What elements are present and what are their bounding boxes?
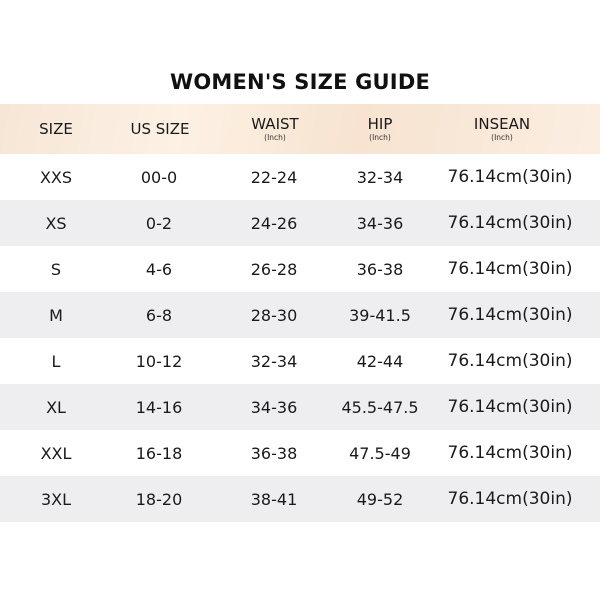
cell-hip: 39-41.5 [349, 305, 411, 325]
cell-waist: 22-24 [250, 167, 298, 187]
cell-waist: 32-34 [250, 351, 298, 371]
cell-us-size: 16-18 [135, 443, 183, 463]
cell-insean: 76.14cm(30in) [447, 167, 573, 187]
header-size: SIZE [20, 104, 92, 154]
header-insean: INSEAN (Inch) [460, 104, 544, 154]
table-row: M 6-8 28-30 39-41.5 76.14cm(30in) [0, 292, 600, 338]
header-size-label: SIZE [39, 120, 73, 138]
cell-waist: 26-28 [250, 259, 298, 279]
header-insean-label: INSEAN [473, 115, 531, 133]
cell-size: L [51, 351, 61, 371]
cell-us-size: 0-2 [145, 213, 173, 233]
header-hip-unit: (Inch) [369, 133, 391, 142]
cell-us-size: 00-0 [140, 167, 178, 187]
table-row: XXS 00-0 22-24 32-34 76.14cm(30in) [0, 154, 600, 200]
cell-size: XXL [40, 443, 72, 463]
header-waist-label: WAIST [251, 115, 299, 133]
cell-insean: 76.14cm(30in) [447, 443, 573, 463]
table-row: XL 14-16 34-36 45.5-47.5 76.14cm(30in) [0, 384, 600, 430]
header-hip: HIP (Inch) [348, 104, 412, 154]
cell-us-size: 10-12 [135, 351, 183, 371]
header-us-size-label: US SIZE [130, 120, 190, 138]
cell-size: 3XL [40, 489, 72, 509]
table-row: 3XL 18-20 38-41 49-52 76.14cm(30in) [0, 476, 600, 522]
table-row: XS 0-2 24-26 34-36 76.14cm(30in) [0, 200, 600, 246]
cell-size: M [49, 305, 63, 325]
cell-insean: 76.14cm(30in) [447, 351, 573, 371]
size-table-body: XXS 00-0 22-24 32-34 76.14cm(30in) XS 0-… [0, 154, 600, 522]
cell-insean: 76.14cm(30in) [447, 259, 573, 279]
cell-us-size: 4-6 [145, 259, 173, 279]
cell-us-size: 14-16 [135, 397, 183, 417]
cell-waist: 34-36 [250, 397, 298, 417]
cell-insean: 76.14cm(30in) [447, 489, 573, 509]
cell-hip: 42-44 [356, 351, 404, 371]
cell-hip: 36-38 [356, 259, 404, 279]
cell-hip: 45.5-47.5 [341, 397, 419, 417]
cell-waist: 36-38 [250, 443, 298, 463]
cell-insean: 76.14cm(30in) [447, 213, 573, 233]
cell-insean: 76.14cm(30in) [447, 305, 573, 325]
header-insean-unit: (Inch) [491, 133, 513, 142]
header-waist: WAIST (Inch) [240, 104, 310, 154]
cell-us-size: 6-8 [145, 305, 173, 325]
cell-us-size: 18-20 [135, 489, 183, 509]
cell-size: XL [46, 397, 66, 417]
table-header: SIZE US SIZE WAIST (Inch) HIP (Inch) INS… [0, 104, 600, 154]
table-row: S 4-6 26-28 36-38 76.14cm(30in) [0, 246, 600, 292]
cell-size: XXS [39, 167, 73, 187]
cell-size: S [50, 259, 62, 279]
cell-hip: 32-34 [356, 167, 404, 187]
page-title: WOMEN'S SIZE GUIDE [170, 70, 430, 94]
cell-insean: 76.14cm(30in) [447, 397, 573, 417]
cell-hip: 47.5-49 [349, 443, 411, 463]
header-waist-unit: (Inch) [264, 133, 286, 142]
header-hip-label: HIP [367, 115, 393, 133]
cell-size: XS [45, 213, 67, 233]
table-row: L 10-12 32-34 42-44 76.14cm(30in) [0, 338, 600, 384]
cell-hip: 49-52 [356, 489, 404, 509]
cell-waist: 38-41 [250, 489, 298, 509]
table-row: XXL 16-18 36-38 47.5-49 76.14cm(30in) [0, 430, 600, 476]
header-us-size: US SIZE [115, 104, 205, 154]
cell-hip: 34-36 [356, 213, 404, 233]
cell-waist: 24-26 [250, 213, 298, 233]
cell-waist: 28-30 [250, 305, 298, 325]
